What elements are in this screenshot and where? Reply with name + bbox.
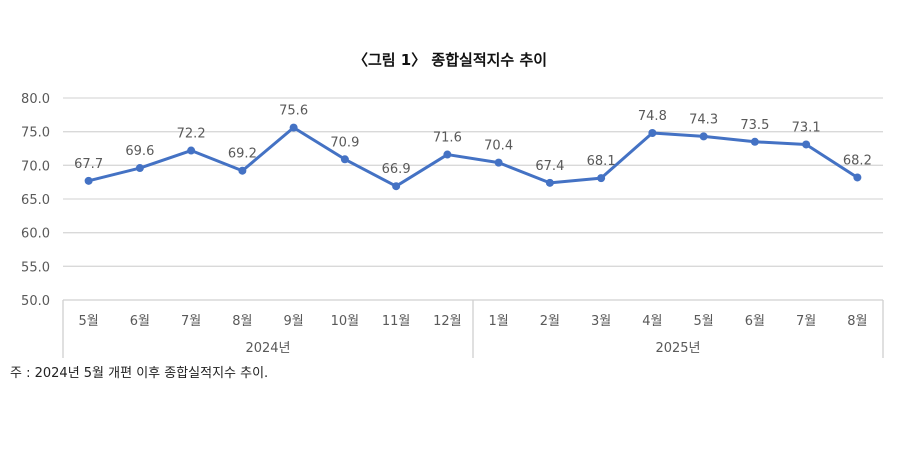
- data-label: 70.4: [484, 139, 513, 154]
- data-label: 68.2: [843, 153, 872, 168]
- chart-title: 〈그림 1〉 종합실적지수 추이: [353, 51, 547, 69]
- y-tick-label: 70.0: [21, 159, 50, 174]
- data-point: [289, 123, 298, 132]
- x-tick-label: 7월: [181, 314, 201, 329]
- data-point: [699, 132, 708, 141]
- x-tick-label: 6월: [745, 314, 765, 329]
- data-point: [802, 140, 811, 149]
- x-tick-label: 4월: [642, 314, 662, 329]
- y-tick-label: 75.0: [21, 126, 50, 141]
- x-tick-label: 1월: [489, 314, 509, 329]
- x-tick-label: 6월: [130, 314, 150, 329]
- y-tick-label: 55.0: [21, 260, 50, 275]
- data-point: [135, 164, 144, 173]
- data-label: 67.4: [535, 159, 564, 174]
- x-tick-label: 10월: [331, 314, 360, 329]
- y-tick-label: 65.0: [21, 193, 50, 208]
- data-label: 74.8: [638, 109, 667, 124]
- data-point: [238, 166, 247, 175]
- data-point: [494, 158, 503, 167]
- data-label: 66.9: [382, 162, 411, 177]
- x-tick-label: 8월: [232, 314, 252, 329]
- data-point: [853, 173, 862, 182]
- group-label: 2024년: [245, 341, 290, 356]
- data-point: [443, 150, 452, 159]
- x-tick-label: 8월: [847, 314, 867, 329]
- data-label: 73.5: [740, 118, 769, 133]
- data-label: 72.2: [177, 127, 206, 142]
- data-label: 70.9: [330, 135, 359, 150]
- data-label: 68.1: [587, 154, 616, 169]
- x-tick-label: 2월: [540, 314, 560, 329]
- data-point: [84, 176, 93, 185]
- data-point: [392, 182, 401, 191]
- x-tick-label: 5월: [694, 314, 714, 329]
- y-tick-label: 50.0: [21, 294, 50, 309]
- data-label: 67.7: [74, 157, 103, 172]
- data-label: 69.2: [228, 147, 257, 162]
- x-tick-label: 9월: [284, 314, 304, 329]
- series-line: [88, 126, 859, 188]
- x-tick-label: 12월: [433, 314, 462, 329]
- x-tick-label: 3월: [591, 314, 611, 329]
- data-label: 74.3: [689, 112, 718, 127]
- x-tick-label: 11월: [382, 314, 411, 329]
- data-point: [750, 137, 759, 146]
- data-point: [597, 174, 606, 183]
- data-label: 75.6: [279, 104, 308, 119]
- y-tick-label: 80.0: [21, 92, 50, 107]
- group-label: 2025년: [655, 341, 700, 356]
- y-tick-label: 60.0: [21, 227, 50, 242]
- x-tick-label: 7월: [796, 314, 816, 329]
- data-point: [545, 178, 554, 187]
- chart-note: 주 : 2024년 5월 개편 이후 종합실적지수 추이.: [10, 366, 268, 381]
- data-point: [187, 146, 196, 155]
- data-label: 69.6: [125, 144, 154, 159]
- data-label: 73.1: [792, 120, 821, 135]
- x-tick-label: 5월: [79, 314, 99, 329]
- data-label: 71.6: [433, 131, 462, 146]
- data-point: [340, 155, 349, 164]
- data-point: [648, 129, 657, 138]
